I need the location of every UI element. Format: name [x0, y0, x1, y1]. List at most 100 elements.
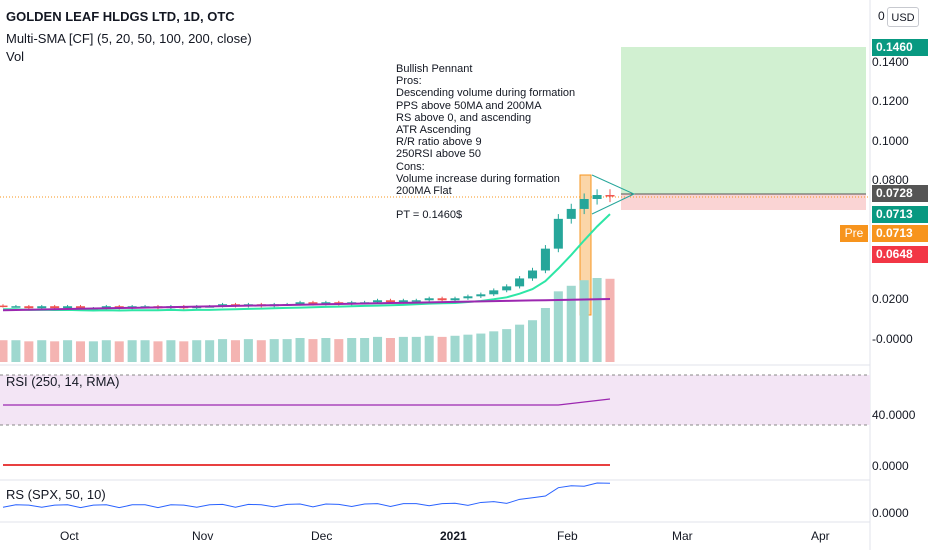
volume-bar [502, 329, 512, 362]
candle-body[interactable] [437, 298, 447, 301]
volume-bar [192, 340, 202, 362]
volume-bar [127, 340, 137, 362]
trade-annotation[interactable]: Bullish Pennant Pros: Descending volume … [396, 63, 576, 222]
candle-body[interactable] [553, 218, 563, 249]
candle-body[interactable] [450, 298, 460, 301]
candle-body[interactable] [385, 300, 395, 303]
rs-line[interactable] [2, 482, 611, 509]
rsi-tick: 0.0000 [872, 459, 909, 473]
volume-bar [37, 340, 47, 362]
time-tick: Nov [192, 529, 214, 543]
price-tick: 0.0200 [872, 292, 909, 306]
sma-50-line[interactable] [3, 213, 611, 312]
volume-bar [140, 340, 150, 362]
volume-bar [527, 320, 538, 362]
candle-body[interactable] [37, 306, 47, 309]
volume-bar [243, 339, 253, 362]
volume-bar [295, 338, 305, 362]
rs-tick: 0.0000 [872, 506, 909, 520]
volume-bar [360, 338, 370, 362]
price-tick: 0.1200 [872, 94, 909, 108]
target-zone[interactable] [621, 47, 866, 194]
candle-body[interactable] [515, 278, 525, 287]
candle-body[interactable] [398, 300, 408, 303]
volume-bar [515, 324, 525, 362]
volume-bar [553, 291, 563, 362]
volume-bar [75, 341, 86, 362]
rsi-band [0, 375, 870, 425]
volume-bar [101, 340, 111, 362]
volume-bar [489, 331, 499, 362]
volume-bar [411, 336, 421, 362]
price-tick: 0.1000 [872, 134, 909, 148]
candle-body[interactable] [605, 195, 615, 197]
candle-body[interactable] [527, 270, 538, 279]
volume-bar [114, 341, 124, 362]
volume-bar [321, 338, 331, 362]
candle-body[interactable] [101, 306, 111, 309]
volume-bar [463, 334, 473, 362]
sma-200-line[interactable] [2, 298, 611, 312]
rsi-pane-label[interactable]: RSI (250, 14, RMA) [6, 374, 120, 389]
volume-bar [11, 340, 21, 362]
candle-body[interactable] [476, 294, 486, 297]
time-tick: Dec [311, 529, 333, 543]
candle-body[interactable] [502, 286, 512, 291]
candle-body[interactable] [295, 302, 305, 305]
volume-bar [0, 340, 8, 362]
volume-bar [334, 339, 344, 362]
volume-bar [179, 341, 189, 362]
volume-bar [50, 341, 60, 362]
volume-bar [269, 339, 279, 362]
pre-market-label: Pre [840, 225, 868, 242]
indicator-legend[interactable]: Multi-SMA [CF] (5, 20, 50, 100, 200, clo… [6, 31, 252, 46]
currency-button[interactable]: USD [887, 7, 919, 27]
volume-bars [0, 278, 615, 362]
candle-body[interactable] [50, 306, 60, 309]
candle-body[interactable] [24, 306, 34, 309]
volume-legend[interactable]: Vol [6, 49, 25, 64]
candle-body[interactable] [0, 305, 8, 308]
rsi-tick: 40.0000 [872, 408, 916, 422]
price-tick: 0.1400 [872, 55, 909, 69]
candle-body[interactable] [411, 300, 421, 302]
volume-bar [166, 340, 176, 362]
candle-body[interactable] [463, 296, 473, 299]
volume-bar [308, 339, 318, 362]
pre-market-price-tag: 0.0713 [872, 225, 928, 242]
price-tick: -0.0000 [872, 332, 913, 346]
candle-body[interactable] [540, 248, 550, 271]
time-tick: Feb [557, 529, 578, 543]
rs-pane-label[interactable]: RS (SPX, 50, 10) [6, 487, 106, 502]
volume-bar [424, 335, 434, 362]
price-tick: 0.0800 [872, 173, 909, 187]
time-tick: 2021 [440, 529, 467, 543]
candle-body[interactable] [592, 195, 602, 199]
volume-bar [398, 336, 408, 362]
candle-body[interactable] [63, 306, 73, 309]
volume-bar [592, 278, 602, 362]
pennant-shape[interactable] [591, 174, 636, 215]
time-tick: Apr [811, 529, 830, 543]
candle-body[interactable] [424, 298, 434, 301]
volume-bar [540, 308, 550, 362]
volume-bar [385, 338, 395, 362]
candle-body[interactable] [579, 199, 589, 209]
entry-price-tag: 0.0728 [872, 185, 928, 202]
candle-body[interactable] [566, 208, 576, 219]
volume-bar [579, 280, 589, 362]
axis-top-label: 0 [878, 9, 885, 23]
stop-zone[interactable] [621, 194, 866, 210]
volume-bar [373, 336, 383, 362]
volume-bar [63, 340, 73, 362]
volume-bar [605, 278, 615, 362]
rsi-line[interactable] [3, 398, 611, 406]
volume-bar [256, 340, 266, 362]
candle-body[interactable] [75, 306, 86, 309]
candle-body[interactable] [373, 300, 383, 303]
candle-body[interactable] [489, 290, 499, 295]
volume-bar [218, 339, 228, 362]
candle-body[interactable] [11, 306, 21, 308]
candle-body[interactable] [308, 302, 318, 305]
